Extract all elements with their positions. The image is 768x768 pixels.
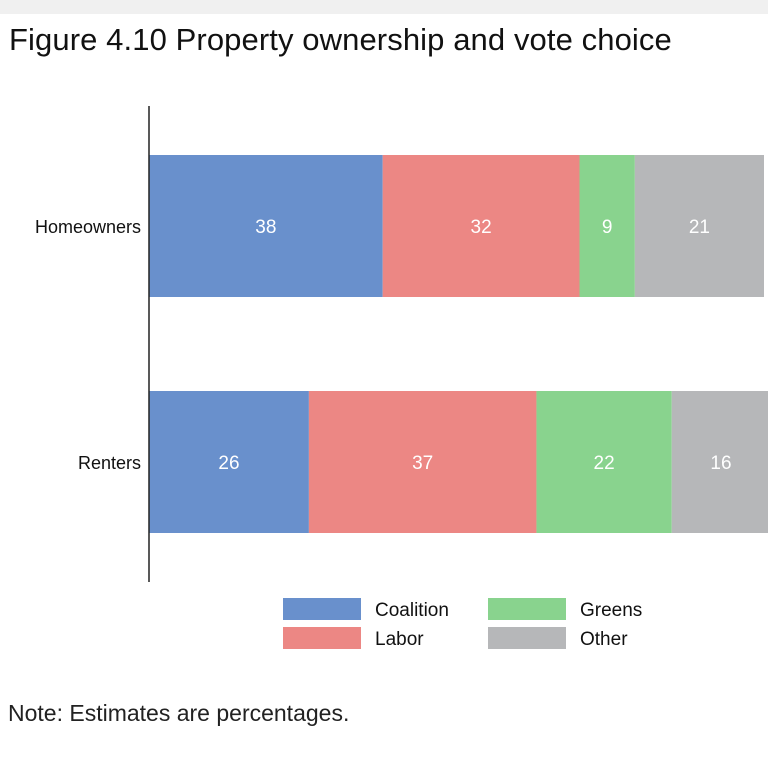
bar-value-label: 21 — [689, 217, 710, 238]
legend-label-other: Other — [580, 629, 628, 650]
category-label-homeowners: Homeowners — [35, 217, 141, 237]
bar-value-label: 9 — [602, 217, 613, 238]
bar-value-label: 26 — [218, 453, 239, 474]
bar-homeowners-greens — [579, 155, 635, 297]
category-labels: Homeowners Renters — [35, 217, 141, 473]
legend-label-coalition: Coalition — [375, 600, 449, 621]
legend-label-greens: Greens — [580, 600, 642, 621]
legend-swatch-coalition — [283, 598, 361, 620]
chart-note: Note: Estimates are percentages. — [8, 700, 350, 726]
legend-swatch-greens — [488, 598, 566, 620]
bar-renters-other — [671, 391, 768, 533]
bars-group: 38 32 9 21 26 37 22 16 — [149, 155, 768, 533]
bar-value-label: 37 — [412, 453, 433, 474]
bar-renters-coalition — [149, 391, 309, 533]
chart-title: Figure 4.10 Property ownership and vote … — [9, 22, 672, 57]
top-strip — [0, 0, 768, 14]
legend-swatch-other — [488, 627, 566, 649]
legend: Coalition Labor Greens Other — [283, 598, 642, 650]
bar-homeowners-labor — [382, 155, 580, 297]
bar-value-label: 16 — [710, 453, 731, 474]
bar-renters-greens — [536, 391, 672, 533]
bar-value-label: 38 — [255, 217, 276, 238]
category-label-renters: Renters — [78, 453, 141, 473]
bar-value-label: 32 — [471, 217, 492, 238]
legend-label-labor: Labor — [375, 629, 424, 650]
bar-homeowners-coalition — [149, 155, 383, 297]
bar-renters-labor — [308, 391, 537, 533]
legend-swatch-labor — [283, 627, 361, 649]
bar-homeowners-other — [634, 155, 764, 297]
bar-value-label: 22 — [594, 453, 615, 474]
